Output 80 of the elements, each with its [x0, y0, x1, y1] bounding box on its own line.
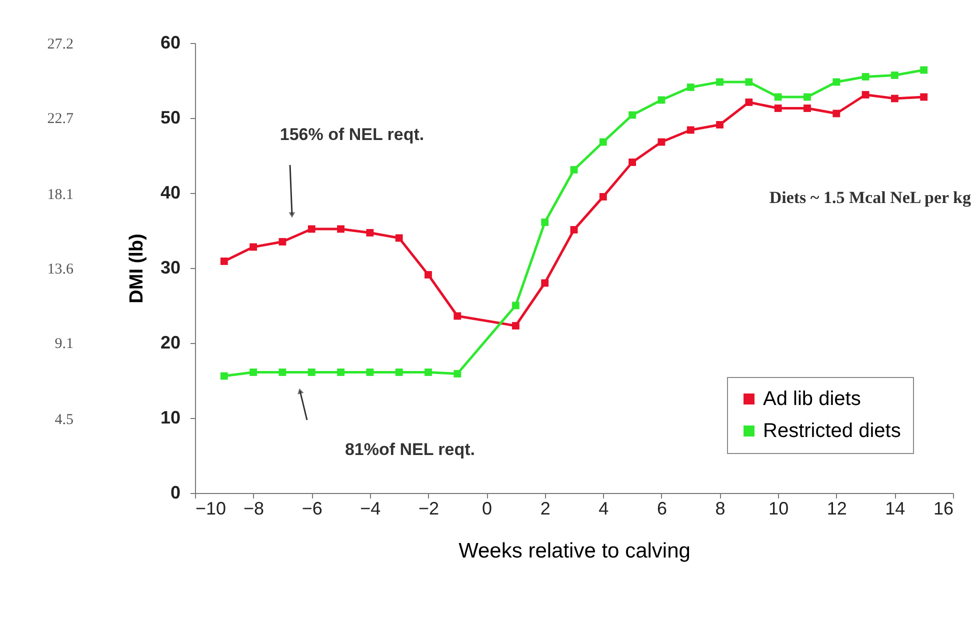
- point: [220, 372, 228, 380]
- point: [250, 243, 258, 251]
- point: [774, 104, 782, 112]
- x-tick-label: 14: [885, 498, 906, 518]
- y-tick-label: 40: [160, 182, 180, 202]
- x-tick-label: −10: [196, 498, 226, 518]
- point: [570, 166, 578, 174]
- x-tick-label: 0: [482, 498, 492, 518]
- y-tick-label: 0: [170, 482, 180, 502]
- y2-tick-label: 18.1: [47, 187, 74, 204]
- point: [599, 138, 607, 146]
- x-tick-label: 4: [598, 498, 609, 518]
- y2-tick-label: 27.2: [47, 36, 74, 52]
- point: [628, 158, 636, 166]
- point: [686, 126, 694, 134]
- x-tick-label: 12: [826, 498, 847, 518]
- annotation: 156% of NEL reqt.: [280, 125, 424, 144]
- x-tick-label: −6: [302, 498, 322, 518]
- point: [716, 78, 724, 86]
- point: [278, 368, 286, 376]
- y-tick-label: 30: [160, 258, 180, 278]
- point: [570, 226, 578, 234]
- annotation: 81%of NEL reqt.: [344, 440, 476, 459]
- point: [250, 368, 258, 376]
- annotation: Diets ~ 1.5 Mcal NeL per kg: [769, 188, 972, 207]
- point: [308, 368, 316, 376]
- point: [745, 98, 753, 106]
- point: [686, 84, 694, 91]
- y2-tick-label: 22.7: [47, 110, 74, 127]
- point: [395, 234, 403, 242]
- legend-label: Ad lib diets: [763, 388, 861, 410]
- y2-tick-label: 13.6: [47, 262, 74, 278]
- point: [454, 312, 462, 320]
- point: [745, 78, 753, 86]
- point: [512, 322, 520, 330]
- point: [220, 258, 228, 265]
- y-axis-title: DMI (lb): [126, 234, 148, 304]
- x-tick-label: −2: [418, 498, 439, 518]
- x-tick-label: 2: [540, 498, 550, 518]
- x-tick-label: 6: [656, 498, 667, 518]
- point: [716, 121, 724, 128]
- point: [920, 66, 928, 74]
- point: [454, 370, 462, 378]
- point: [308, 225, 316, 233]
- x-tick-label: −8: [244, 498, 264, 518]
- point: [862, 73, 870, 80]
- point: [366, 368, 374, 376]
- point: [890, 94, 898, 102]
- legend-label: Restricted diets: [763, 420, 901, 442]
- point: [832, 78, 840, 86]
- point: [337, 368, 344, 376]
- y-tick-label: 60: [160, 32, 180, 52]
- point: [366, 229, 374, 236]
- x-tick-label: 16: [933, 498, 954, 518]
- point: [774, 93, 782, 101]
- point: [804, 93, 811, 101]
- point: [599, 193, 607, 200]
- y-tick-label: 50: [160, 108, 180, 128]
- point: [920, 93, 928, 101]
- point: [541, 218, 549, 226]
- point: [628, 111, 636, 119]
- y2-tick-label: 4.5: [54, 412, 74, 428]
- point: [832, 110, 840, 118]
- point: [424, 271, 432, 278]
- x-axis-title: Weeks relative to calving: [458, 540, 690, 562]
- x-tick-label: 8: [715, 498, 726, 518]
- point: [890, 72, 898, 79]
- point: [804, 104, 811, 112]
- y-tick-label: 10: [160, 408, 180, 428]
- y-tick-label: 20: [160, 332, 180, 352]
- y2-tick-label: 9.1: [54, 336, 74, 352]
- point: [395, 368, 403, 376]
- point: [337, 225, 344, 233]
- point: [424, 368, 432, 376]
- point: [278, 238, 286, 246]
- point: [512, 302, 520, 310]
- x-tick-label: 10: [768, 498, 789, 518]
- x-tick-label: −4: [360, 498, 381, 518]
- point: [862, 91, 870, 98]
- point: [541, 279, 549, 287]
